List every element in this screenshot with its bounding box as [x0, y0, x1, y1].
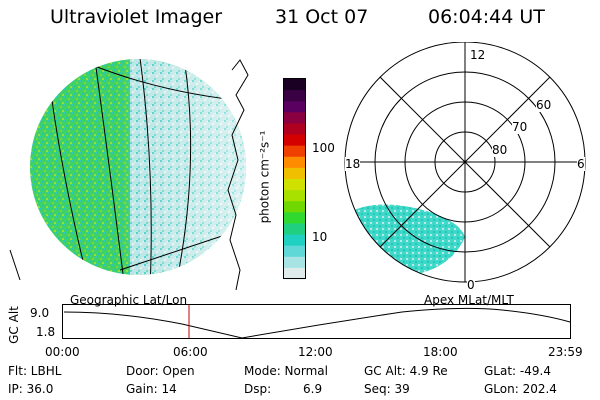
alt-tick-0000: 00:00 — [45, 345, 80, 359]
alt-tick-0600: 06:00 — [173, 345, 208, 359]
colorbar-tick-100: 100 — [312, 141, 335, 155]
colorbar-swatch — [284, 190, 305, 202]
apex-label: Apex MLat/MLT — [424, 293, 514, 307]
colorbar-swatch — [284, 123, 305, 136]
info-glat: GLat: -49.4 — [484, 364, 551, 378]
info-gain: Gain: 14 — [126, 382, 177, 396]
info-dsp: Dsp: — [244, 382, 272, 396]
alt-axis-label: GC Alt — [6, 306, 21, 344]
instrument-title: Ultraviolet Imager — [50, 6, 223, 28]
info-ip: IP: 36.0 — [8, 382, 54, 396]
colorbar-tick-10: 10 — [312, 230, 328, 244]
alt-ymin: 1.8 — [36, 325, 56, 339]
polar-mlt-18: 18 — [345, 157, 361, 171]
colorbar-swatch — [284, 112, 305, 124]
polar-mlt-6: 6 — [577, 157, 585, 171]
polar-lat-70: 70 — [512, 120, 528, 134]
alt-tick-1200: 12:00 — [298, 345, 333, 359]
info-filter: Flt: LBHL — [8, 364, 62, 378]
colorbar-swatch — [284, 212, 305, 224]
colorbar-swatch — [284, 245, 305, 258]
colorbar-swatch — [284, 90, 305, 102]
colorbar-swatch — [284, 167, 305, 180]
altitude-strip — [62, 304, 571, 339]
colorbar-swatch — [284, 179, 305, 191]
info-gc-alt: GC Alt: 4.9 Re — [364, 364, 448, 378]
info-dsp-value: 6.9 — [303, 382, 323, 396]
colorbar-swatch — [284, 134, 305, 147]
colorbar-swatch — [284, 223, 305, 236]
date-label: 31 Oct 07 — [275, 6, 369, 28]
time-label: 06:04:44 UT — [428, 6, 545, 28]
alt-tick-1800: 18:00 — [423, 345, 458, 359]
info-door: Door: Open — [126, 364, 195, 378]
alt-ymax: 9.0 — [30, 306, 50, 320]
geographic-label: Geographic Lat/Lon — [70, 293, 188, 307]
colorbar-swatch — [284, 79, 305, 91]
colorbar-swatch — [284, 156, 305, 169]
colorbar-swatch — [284, 201, 305, 213]
polar-lat-80: 80 — [492, 143, 508, 157]
colorbar — [283, 78, 306, 280]
colorbar-swatch — [284, 267, 305, 280]
colorbar-swatch — [284, 101, 305, 113]
polar-plot — [344, 42, 586, 283]
colorbar-unit-label: photon cm⁻²s⁻¹ — [257, 130, 272, 224]
info-glon: GLon: 202.4 — [484, 382, 557, 396]
info-seq: Seq: 39 — [364, 382, 410, 396]
colorbar-swatch — [284, 145, 305, 158]
alt-tick-2359: 23:59 — [548, 345, 583, 359]
polar-mlt-12: 12 — [470, 48, 486, 62]
colorbar-swatch — [284, 256, 305, 269]
colorbar-swatch — [284, 234, 305, 247]
geographic-map — [9, 59, 249, 291]
polar-lat-60: 60 — [536, 98, 552, 112]
polar-mlt-0: 0 — [467, 278, 475, 292]
info-mode: Mode: Normal — [244, 364, 328, 378]
